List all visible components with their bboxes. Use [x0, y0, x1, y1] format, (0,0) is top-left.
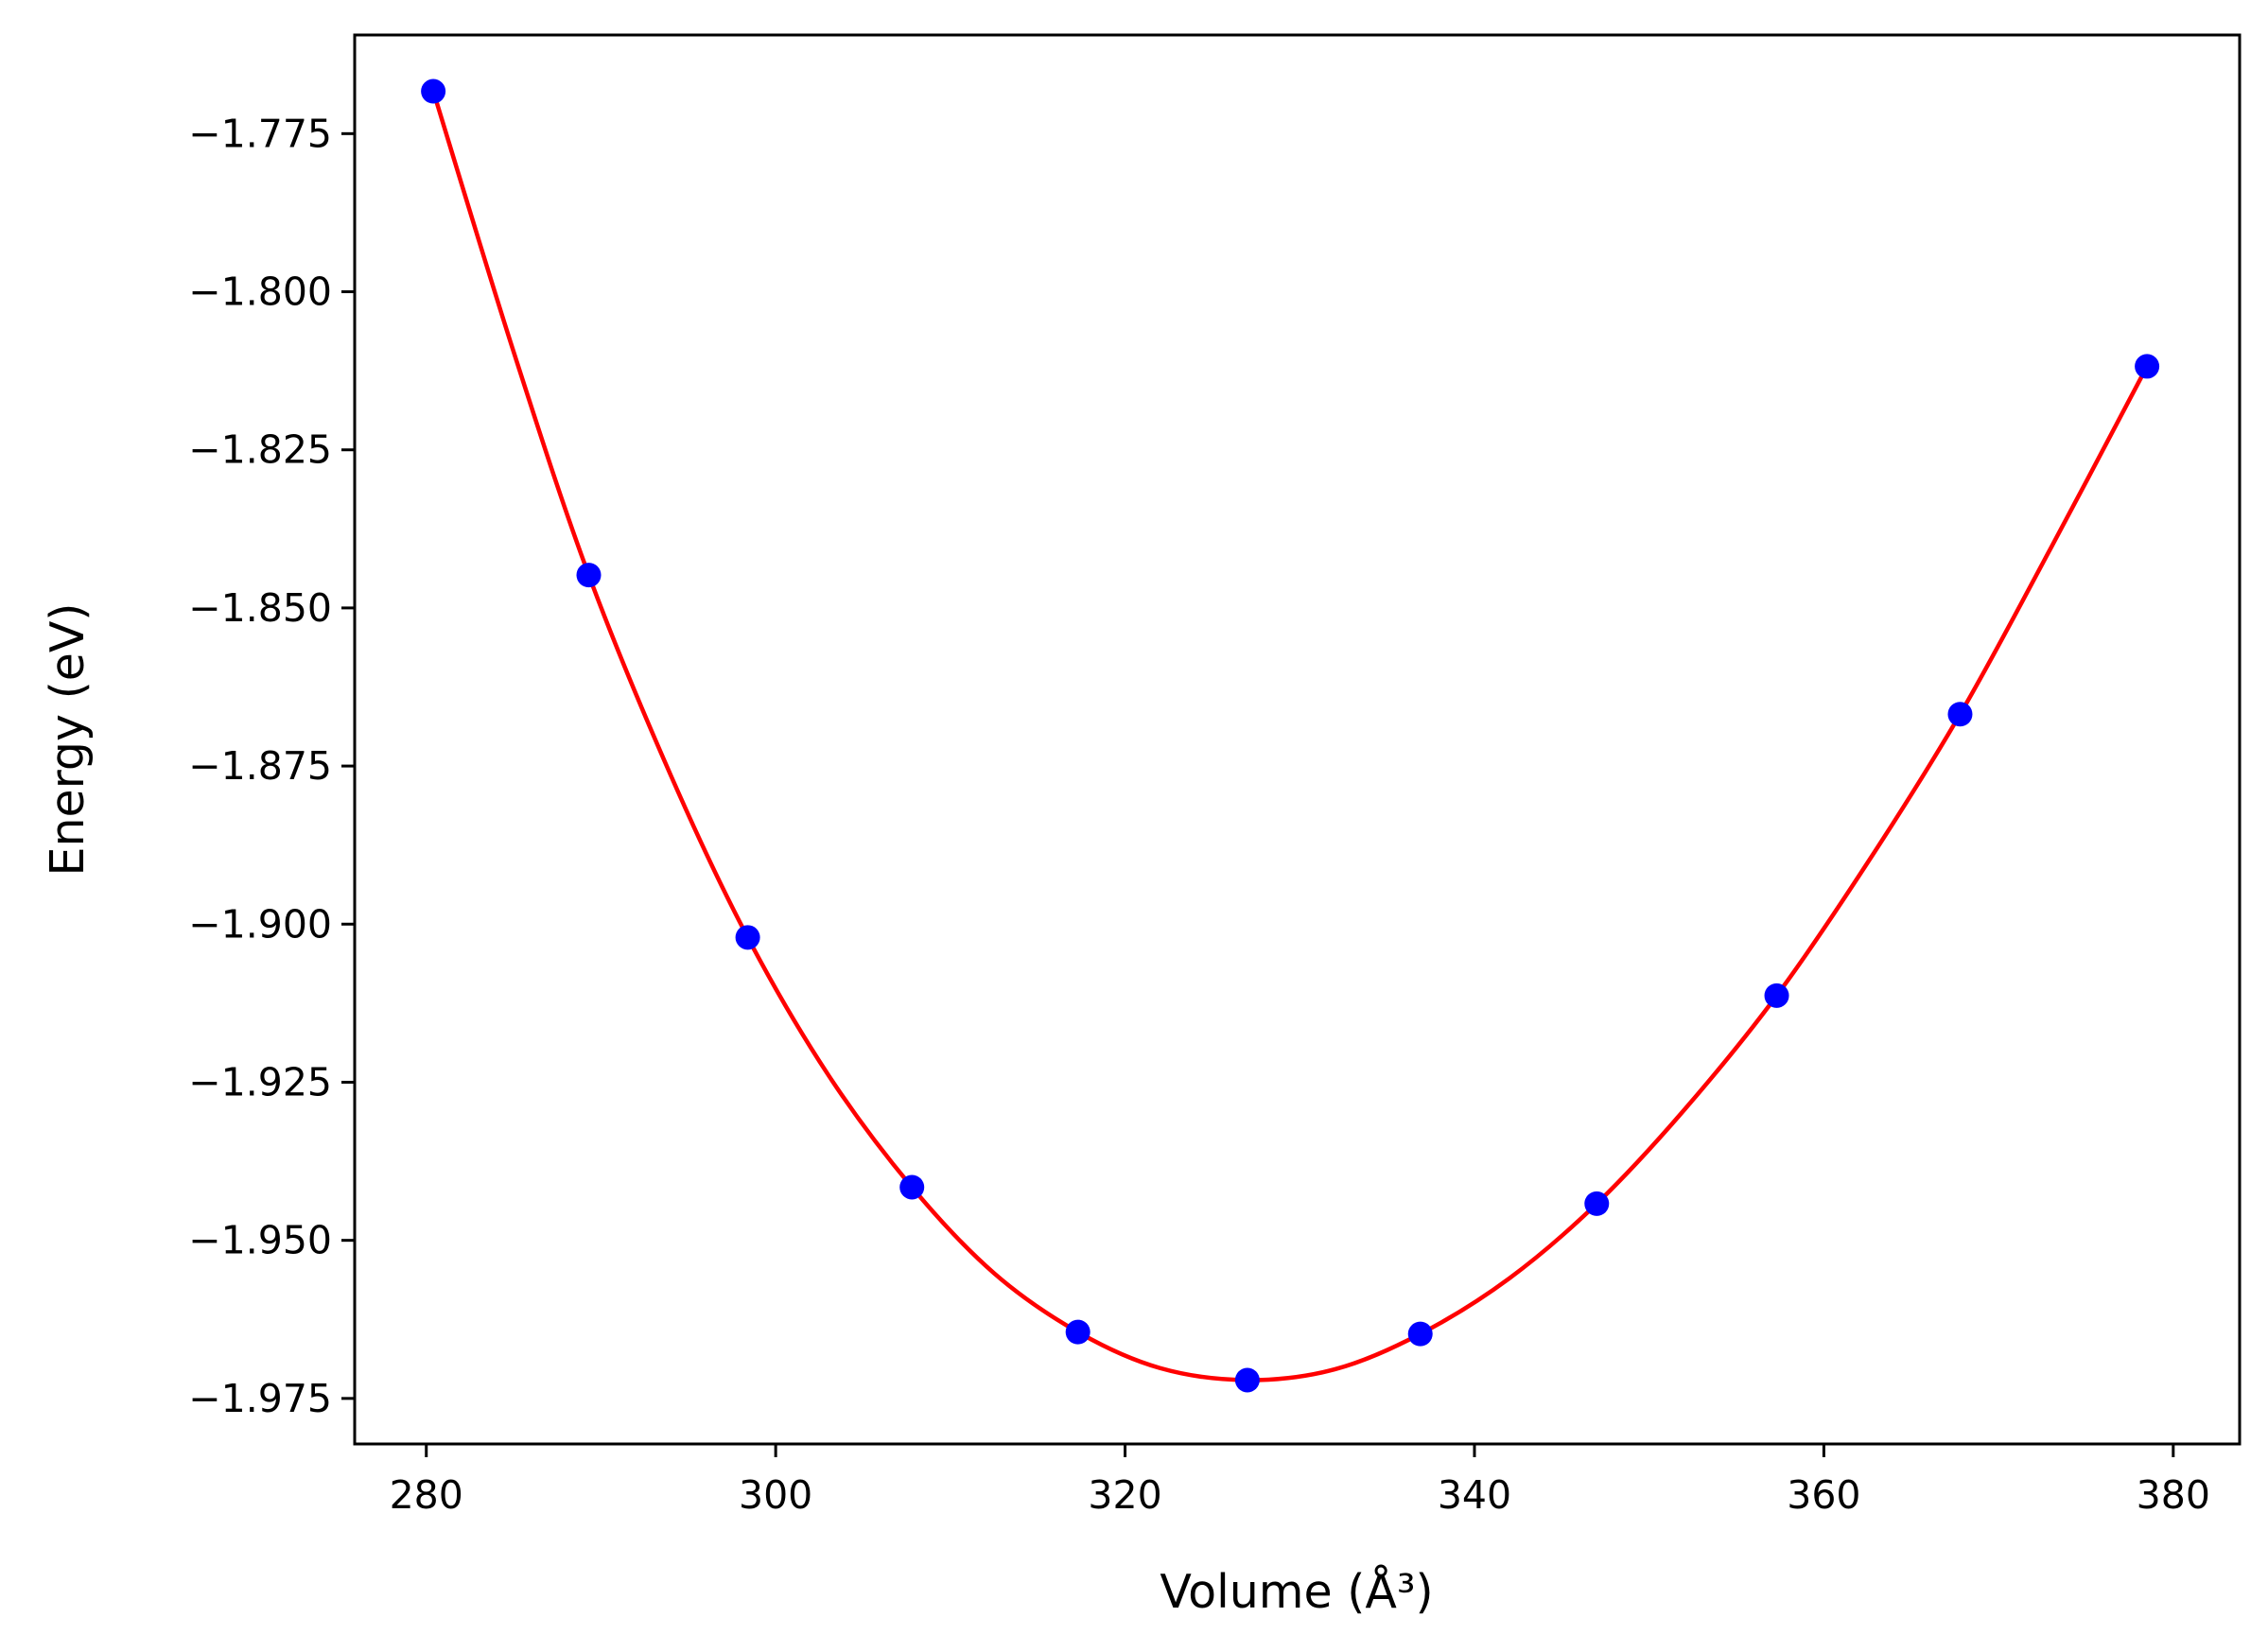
- x-tick-label: 380: [2137, 1472, 2210, 1518]
- data-point: [421, 78, 446, 104]
- data-point: [1234, 1367, 1260, 1393]
- data-point: [1947, 702, 1973, 727]
- data-point: [1764, 983, 1789, 1008]
- data-point: [899, 1174, 925, 1200]
- plot-area: [355, 35, 2240, 1444]
- x-axis-ticks: 280 300 320 340 360 380: [390, 1444, 2210, 1518]
- data-point: [1407, 1321, 1433, 1347]
- y-tick-label: −1.875: [188, 743, 332, 789]
- data-point: [1584, 1191, 1610, 1216]
- y-tick-label: −1.900: [188, 901, 332, 947]
- y-tick-label: −1.850: [188, 585, 332, 631]
- y-tick-label: −1.800: [188, 270, 332, 315]
- y-tick-label: −1.775: [188, 111, 332, 156]
- plot-frame: [353, 33, 2242, 1446]
- y-tick-label: −1.825: [188, 427, 332, 473]
- y-tick-label: −1.975: [188, 1376, 332, 1421]
- fit-curve-line: [430, 90, 2150, 1382]
- data-point: [2135, 354, 2160, 379]
- fit-curve-layer: [430, 90, 2150, 1382]
- x-tick-label: 280: [390, 1472, 463, 1518]
- x-tick-label: 300: [739, 1472, 812, 1518]
- y-axis-ticks: −1.775 −1.800 −1.825 −1.850 −1.875 −1.900 −1.9…: [188, 111, 355, 1421]
- y-tick-label: −1.950: [188, 1218, 332, 1263]
- data-point: [735, 925, 760, 950]
- data-point: [576, 563, 602, 588]
- x-tick-label: 320: [1088, 1472, 1161, 1518]
- y-tick-label: −1.925: [188, 1059, 332, 1104]
- x-tick-label: 340: [1438, 1472, 1511, 1518]
- x-tick-label: 360: [1787, 1472, 1860, 1518]
- y-axis-label: Energy (eV): [41, 602, 95, 876]
- data-point: [1065, 1319, 1090, 1345]
- data-points-layer: [421, 78, 2160, 1393]
- x-axis-label: Volume (Å³): [1160, 1563, 1433, 1619]
